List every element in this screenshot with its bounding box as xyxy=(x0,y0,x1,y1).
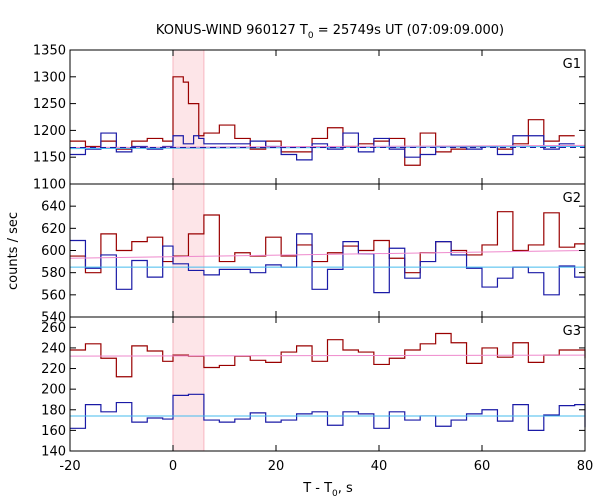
chart-title-subscript: 0 xyxy=(308,31,314,41)
x-tick-label: 0 xyxy=(169,459,177,474)
panel-1-y-tick-label: 1350 xyxy=(33,44,66,59)
x-tick-label: 60 xyxy=(474,459,491,474)
panel-1-y-tick-label: 1100 xyxy=(33,178,66,193)
x-tick-label: 20 xyxy=(268,459,285,474)
x-tick-label: 80 xyxy=(577,459,594,474)
panel-1-series-4 xyxy=(69,145,586,150)
plot-area: 110011501200125013001350G154056058060062… xyxy=(33,44,593,475)
x-axis-label: T - T0, s xyxy=(302,481,353,499)
panel-2-y-tick-label: 580 xyxy=(41,266,66,281)
chart-title: KONUS-WIND 960127 T0 = 25749s UT (07:09:… xyxy=(156,23,504,41)
panel-3-y-tick-label: 200 xyxy=(41,383,66,398)
y-axis-label: counts / sec xyxy=(6,212,21,290)
panel-3-y-tick-label: 260 xyxy=(41,321,66,336)
panel-1-y-tick-label: 1150 xyxy=(33,151,66,166)
x-axis-label-main: T - T xyxy=(302,481,332,496)
panel-3-series-3 xyxy=(69,354,586,357)
panel-3-frame xyxy=(69,316,586,452)
panel-3-series-2 xyxy=(70,393,586,431)
panel-3-y-tick-label: 180 xyxy=(41,403,66,418)
panel-3-y-tick-label: 140 xyxy=(41,445,66,460)
panel-3-y-tick-label: 240 xyxy=(41,341,66,356)
panel-1-y-tick-label: 1300 xyxy=(33,70,66,85)
panel-2-series-3 xyxy=(69,250,586,259)
panel-3-y-tick-label: 220 xyxy=(41,362,66,377)
chart-title-main: KONUS-WIND 960127 T xyxy=(156,23,308,38)
panel-2-series-2 xyxy=(70,233,585,296)
panel-2-y-tick-label: 560 xyxy=(41,288,66,303)
panel-2-label: G2 xyxy=(563,191,581,206)
panel-2-series-1 xyxy=(70,211,585,274)
panel-1-y-tick-label: 1200 xyxy=(33,124,66,139)
panel-2-y-tick-label: 640 xyxy=(41,200,66,215)
chart-title-rest: = 25749s UT (07:09:09.000) xyxy=(314,23,504,38)
panel-1-y-tick-label: 1250 xyxy=(33,97,66,112)
panel-2-y-tick-label: 600 xyxy=(41,244,66,259)
x-tick-label: -20 xyxy=(59,459,80,474)
x-axis-label-subscript: 0 xyxy=(332,489,338,499)
panel-2-y-tick-label: 540 xyxy=(41,311,66,326)
panel-2-y-tick-label: 620 xyxy=(41,222,66,237)
x-axis-label-rest: , s xyxy=(338,481,353,496)
panel-1-label: G1 xyxy=(563,57,581,72)
panel-3-label: G3 xyxy=(563,324,581,339)
x-tick-label: 40 xyxy=(371,459,388,474)
panel-3-y-tick-label: 160 xyxy=(41,424,66,439)
